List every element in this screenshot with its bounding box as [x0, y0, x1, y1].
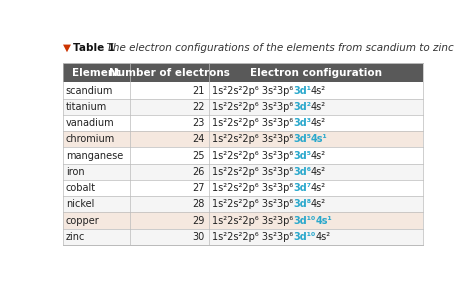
Text: 3d⁶: 3d⁶: [293, 167, 311, 177]
Text: 21: 21: [192, 86, 205, 95]
Text: vanadium: vanadium: [66, 118, 115, 128]
Text: 1s²2s²2p⁶ 3s²3p⁶: 1s²2s²2p⁶ 3s²3p⁶: [212, 167, 293, 177]
Text: 22: 22: [192, 102, 205, 112]
Text: 1s²2s²2p⁶ 3s²3p⁶: 1s²2s²2p⁶ 3s²3p⁶: [212, 183, 293, 193]
Text: ▼: ▼: [63, 43, 71, 53]
Text: 26: 26: [192, 167, 205, 177]
Text: 1s²2s²2p⁶ 3s²3p⁶: 1s²2s²2p⁶ 3s²3p⁶: [212, 199, 293, 209]
Bar: [63, 82, 423, 99]
Text: 1s²2s²2p⁶ 3s²3p⁶: 1s²2s²2p⁶ 3s²3p⁶: [212, 118, 293, 128]
Text: Number of electrons: Number of electrons: [109, 68, 229, 78]
Bar: [63, 196, 423, 212]
Text: 4s¹: 4s¹: [311, 134, 328, 144]
Text: 29: 29: [192, 215, 205, 225]
Text: 4s²: 4s²: [315, 232, 330, 242]
Text: 3d⁵: 3d⁵: [293, 150, 311, 160]
Text: The electron configurations of the elements from scandium to zinc: The electron configurations of the eleme…: [100, 43, 454, 53]
Text: 4s²: 4s²: [311, 86, 326, 95]
Text: iron: iron: [66, 167, 84, 177]
Text: 1s²2s²2p⁶ 3s²3p⁶: 1s²2s²2p⁶ 3s²3p⁶: [212, 86, 293, 95]
Text: 25: 25: [192, 150, 205, 160]
Text: 1s²2s²2p⁶ 3s²3p⁶: 1s²2s²2p⁶ 3s²3p⁶: [212, 102, 293, 112]
Text: 4s¹: 4s¹: [315, 215, 332, 225]
Text: 4s²: 4s²: [311, 183, 326, 193]
Text: copper: copper: [66, 215, 100, 225]
Text: 23: 23: [192, 118, 205, 128]
Text: nickel: nickel: [66, 199, 94, 209]
Text: 1s²2s²2p⁶ 3s²3p⁶: 1s²2s²2p⁶ 3s²3p⁶: [212, 134, 293, 144]
Bar: [63, 131, 423, 147]
Text: 1s²2s²2p⁶ 3s²3p⁶: 1s²2s²2p⁶ 3s²3p⁶: [212, 150, 293, 160]
Text: chromium: chromium: [66, 134, 115, 144]
Text: scandium: scandium: [66, 86, 113, 95]
Bar: [63, 212, 423, 229]
Text: 1s²2s²2p⁶ 3s²3p⁶: 1s²2s²2p⁶ 3s²3p⁶: [212, 232, 293, 242]
Text: 3d¹⁰: 3d¹⁰: [293, 215, 315, 225]
Text: cobalt: cobalt: [66, 183, 96, 193]
Text: 3d⁷: 3d⁷: [293, 183, 311, 193]
Text: titanium: titanium: [66, 102, 107, 112]
Text: 27: 27: [192, 183, 205, 193]
Text: 1s²2s²2p⁶ 3s²3p⁶: 1s²2s²2p⁶ 3s²3p⁶: [212, 215, 293, 225]
Text: 3d¹: 3d¹: [293, 86, 311, 95]
Bar: [63, 180, 423, 196]
Text: 4s²: 4s²: [311, 118, 326, 128]
Text: 3d⁸: 3d⁸: [293, 199, 311, 209]
Text: 24: 24: [192, 134, 205, 144]
Text: 4s²: 4s²: [311, 102, 326, 112]
Text: 4s²: 4s²: [311, 150, 326, 160]
Bar: [63, 164, 423, 180]
Text: Table 1: Table 1: [73, 43, 115, 53]
Text: 28: 28: [192, 199, 205, 209]
Text: Electron configuration: Electron configuration: [250, 68, 382, 78]
Bar: [63, 63, 423, 82]
Bar: [63, 99, 423, 115]
Text: manganese: manganese: [66, 150, 123, 160]
Text: Element: Element: [72, 68, 120, 78]
Bar: [63, 229, 423, 245]
Text: 3d⁵: 3d⁵: [293, 134, 311, 144]
Text: 4s²: 4s²: [311, 167, 326, 177]
Bar: [63, 147, 423, 164]
Text: 4s²: 4s²: [311, 199, 326, 209]
Text: 3d²: 3d²: [293, 102, 311, 112]
Bar: [63, 115, 423, 131]
Text: zinc: zinc: [66, 232, 85, 242]
Text: 3d¹⁰: 3d¹⁰: [293, 232, 315, 242]
Text: 3d³: 3d³: [293, 118, 311, 128]
Text: 30: 30: [193, 232, 205, 242]
